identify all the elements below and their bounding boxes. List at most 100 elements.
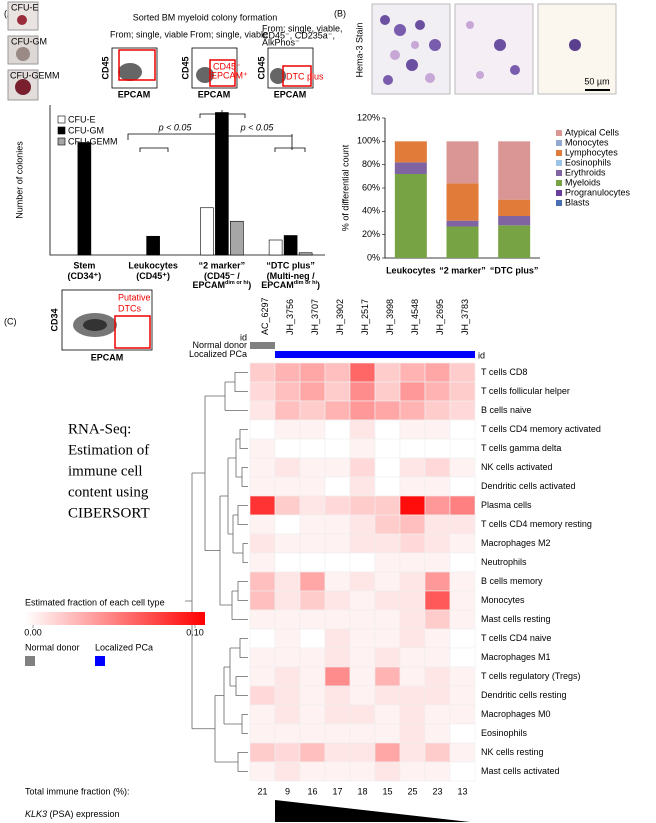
heatmap-cell [374,400,401,421]
heatmap-cell [374,495,401,516]
axis-label: CD45 [256,56,266,79]
x-tick-note: (CD45⁻ / [204,271,240,281]
scale-label: 50 µm [584,76,609,86]
fraction-value: 13 [457,786,467,796]
heatmap-cell [349,666,376,687]
heatmap-cell [299,685,326,706]
heatmap-cell [324,704,351,725]
heatmap-cell [374,742,401,763]
heatmap-cell [299,704,326,725]
row-label: NK cells resting [481,747,544,757]
heatmap-cell [449,571,476,592]
track-cell [375,351,400,358]
row-label: T cells CD4 memory activated [481,424,601,434]
heatmap-cell [349,571,376,592]
heatmap-cell [449,704,476,725]
heatmap-cell [449,514,476,535]
heatmap-cell [349,552,376,573]
track-legend-label: Localized PCa [95,642,153,652]
heatmap-cell [449,419,476,440]
gate-label: CD45⁻ [213,61,241,71]
heatmap-cell [349,457,376,478]
heatmap-cell [449,666,476,687]
y-tick-label: 80% [362,159,380,169]
bar [230,220,244,256]
note-part: (CD45⁻ / [204,271,240,281]
heatmap-cell [249,628,276,649]
row-label: Mast cells resting [481,614,551,624]
fraction-label: Total immune fraction (%): [25,786,130,796]
heatmap-cell [249,742,276,763]
legend-swatch [556,140,562,146]
heatmap-cell [274,571,301,592]
heatmap-cell [399,590,426,611]
heatmap-cell [449,685,476,706]
panel-label: (C) [4,316,17,326]
heatmap-cell [374,685,401,706]
x-tick-label: “DTC plus” [490,265,539,275]
heatmap-cell [374,476,401,497]
expression-wedge [275,800,470,822]
heatmap-cell [449,723,476,744]
heatmap-cell [324,533,351,554]
gate-label: DTC plus [286,71,324,81]
annotation: p < 0.05 [158,122,193,132]
heatmap-cell [424,571,451,592]
heatmap-cell [349,400,376,421]
heatmap-cell [424,438,451,459]
heatmap-cell [299,761,326,782]
heatmap-cell [349,704,376,725]
heatmap-cell [399,495,426,516]
heatmap-cell [249,552,276,573]
heatmap-cell [424,419,451,440]
bar [77,142,92,256]
method-text: RNA-Seq: [68,421,131,437]
column-label: JH_2517 [360,299,370,335]
colorbar [25,612,205,625]
heatmap-cell [249,723,276,744]
row-label: T cells CD4 naive [481,633,551,643]
fraction-value: 25 [407,786,417,796]
heatmap-cell [299,438,326,459]
heatmap-cell [374,571,401,592]
fraction-value: 21 [257,786,267,796]
legend-swatch [556,200,562,206]
heatmap-cell [299,362,326,383]
heatmap-cell [274,400,301,421]
heatmap-cell [424,685,451,706]
fraction-value: 16 [307,786,317,796]
axis-label: CD34 [49,308,59,331]
heatmap-cell [299,457,326,478]
legend-label: Blasts [565,197,590,207]
legend-swatch [57,137,66,146]
track-cell [250,342,275,349]
heatmap-cell [249,514,276,535]
bar-segment [498,216,531,226]
fraction-value: 23 [432,786,442,796]
row-label: T cells follicular helper [481,386,570,396]
heatmap-cell [324,400,351,421]
heatmap-cell [424,742,451,763]
heatmap-cell [249,647,276,668]
legend-label: Myeloids [565,177,601,187]
heatmap-cell [249,685,276,706]
heatmap-cell [399,476,426,497]
heatmap-cell [299,647,326,668]
heatmap-cell [299,628,326,649]
heatmap-cell [249,476,276,497]
heatmap-cell [374,761,401,782]
panel-label: (B) [334,8,346,18]
image-label: CFU-E [11,2,39,12]
row-label: T cells regulatory (Tregs) [481,671,581,681]
track-cell [300,351,325,358]
heatmap-cell [249,457,276,478]
heatmap-cell [249,704,276,725]
heatmap-cell [349,628,376,649]
note-part: EPCAM [193,280,226,290]
track-cell [325,351,350,358]
heatmap-cell [349,362,376,383]
column-label: JH_4548 [410,299,420,335]
y-axis-label: % of differential count [340,144,350,231]
heatmap-cell [324,514,351,535]
